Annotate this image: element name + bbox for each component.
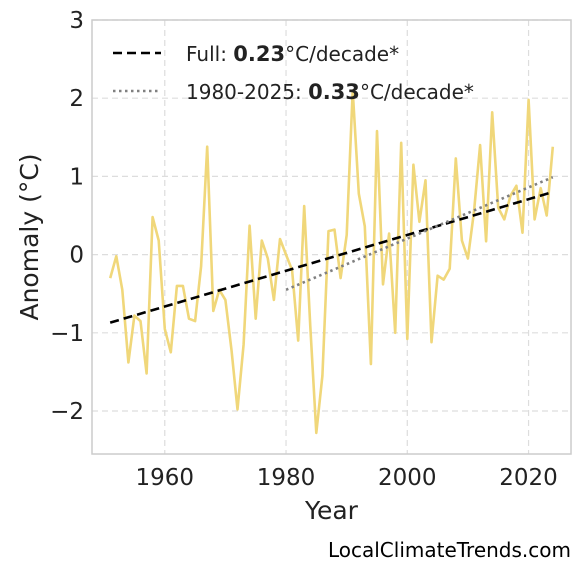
grid-lines xyxy=(92,19,571,454)
y-tick-label: 2 xyxy=(69,86,84,112)
y-axis-label: Anomaly (°C) xyxy=(15,153,44,320)
y-tick-label: 3 xyxy=(69,8,84,34)
x-axis-label: Year xyxy=(304,496,359,525)
x-tick-label: 2020 xyxy=(499,465,558,491)
legend-full-suffix: °C/decade* xyxy=(285,42,399,66)
watermark-text: LocalClimateTrends.com xyxy=(327,538,571,562)
x-tick-label: 1980 xyxy=(257,465,316,491)
tick-labels: 1960 1980 2000 2020 −2 −1 0 1 2 3 xyxy=(50,8,558,491)
y-tick-label: −2 xyxy=(50,399,84,425)
legend-recent-rate: 0.33 xyxy=(308,80,360,104)
data-series xyxy=(108,89,555,435)
anomaly-series-line xyxy=(108,89,555,435)
trend-line-recent xyxy=(285,175,554,291)
legend-label-recent: 1980-2025: 0.33°C/decade* xyxy=(186,80,474,104)
x-tick-label: 1960 xyxy=(135,465,194,491)
legend-full-rate: 0.23 xyxy=(233,42,285,66)
legend: Full: 0.23°C/decade* 1980-2025: 0.33°C/d… xyxy=(113,42,474,104)
plot-frame xyxy=(91,19,572,455)
legend-full-prefix: Full: xyxy=(186,42,233,66)
y-tick-label: 0 xyxy=(69,243,84,269)
legend-label-full: Full: 0.23°C/decade* xyxy=(186,42,399,66)
trend-line-full xyxy=(109,190,554,324)
y-tick-label: 1 xyxy=(69,164,84,190)
legend-recent-prefix: 1980-2025: xyxy=(186,80,308,104)
legend-recent-suffix: °C/decade* xyxy=(360,80,474,104)
y-tick-label: −1 xyxy=(50,321,84,347)
x-tick-label: 2000 xyxy=(378,465,437,491)
